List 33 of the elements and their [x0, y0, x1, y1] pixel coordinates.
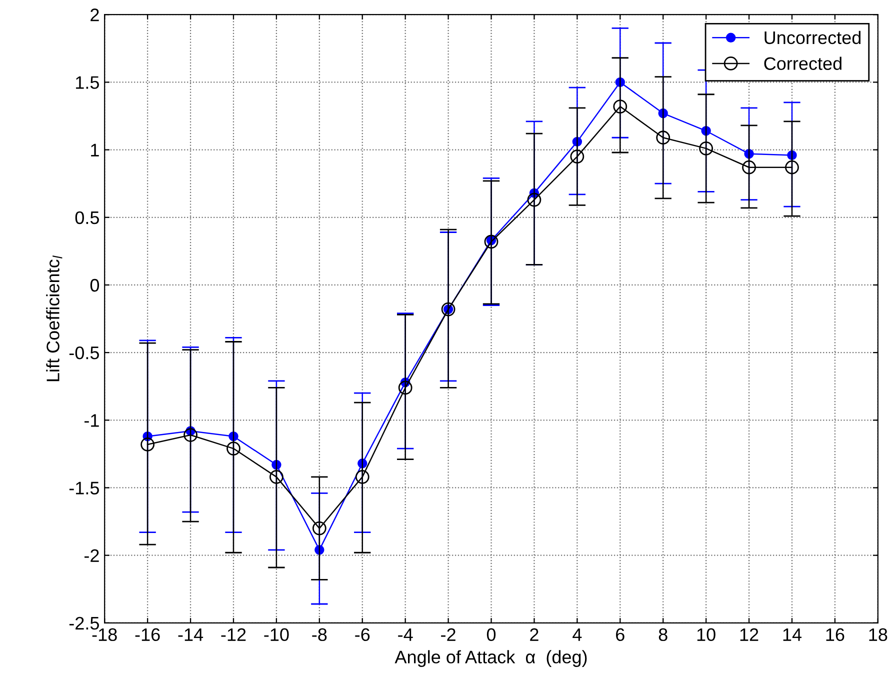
x-tick-label: 4	[572, 628, 582, 641]
x-tick-label: 0	[486, 628, 496, 642]
x-tick-label: -14	[178, 628, 204, 641]
x-tick-label: 8	[658, 628, 668, 642]
x-tick-label: 10	[697, 628, 716, 642]
y-tick-label: 0	[90, 278, 100, 292]
y-tick-label: -1.5	[69, 482, 99, 494]
y-axis-title: Lift Coefficientc$_{l}$	[46, 256, 62, 382]
y-tick-label: -0.5	[69, 346, 99, 360]
x-tick-label: -2	[441, 628, 456, 641]
y-tick-label: -2.5	[69, 616, 99, 630]
x-tick-label: -18	[92, 628, 117, 642]
legend-label: Uncorrected	[764, 30, 860, 44]
x-tick-label: -6	[355, 628, 370, 642]
x-tick-label: 18	[869, 628, 888, 642]
x-axis-title: Angle of Attack α (deg)	[394, 650, 587, 667]
y-tick-label: 0.5	[75, 211, 99, 224]
x-tick-label: -8	[312, 628, 327, 642]
y-tick-label: -1	[84, 414, 99, 427]
y-tick-label: 1.5	[76, 76, 99, 89]
x-tick-label: -16	[135, 628, 160, 642]
x-tick-label: 6	[616, 628, 624, 642]
y-tick-label: 2	[90, 8, 99, 22]
legend-label: Corrected	[764, 56, 842, 70]
x-tick-label: 2	[530, 628, 538, 641]
x-tick-label: 14	[783, 628, 802, 641]
x-tick-label: -12	[221, 628, 246, 641]
x-tick-label: 16	[826, 628, 844, 642]
x-tick-label: -10	[264, 628, 289, 642]
y-tick-label: -2	[84, 549, 99, 562]
x-tick-label: -4	[398, 628, 413, 641]
y-tick-label: 1	[91, 144, 99, 156]
x-tick-label: 12	[740, 628, 758, 641]
